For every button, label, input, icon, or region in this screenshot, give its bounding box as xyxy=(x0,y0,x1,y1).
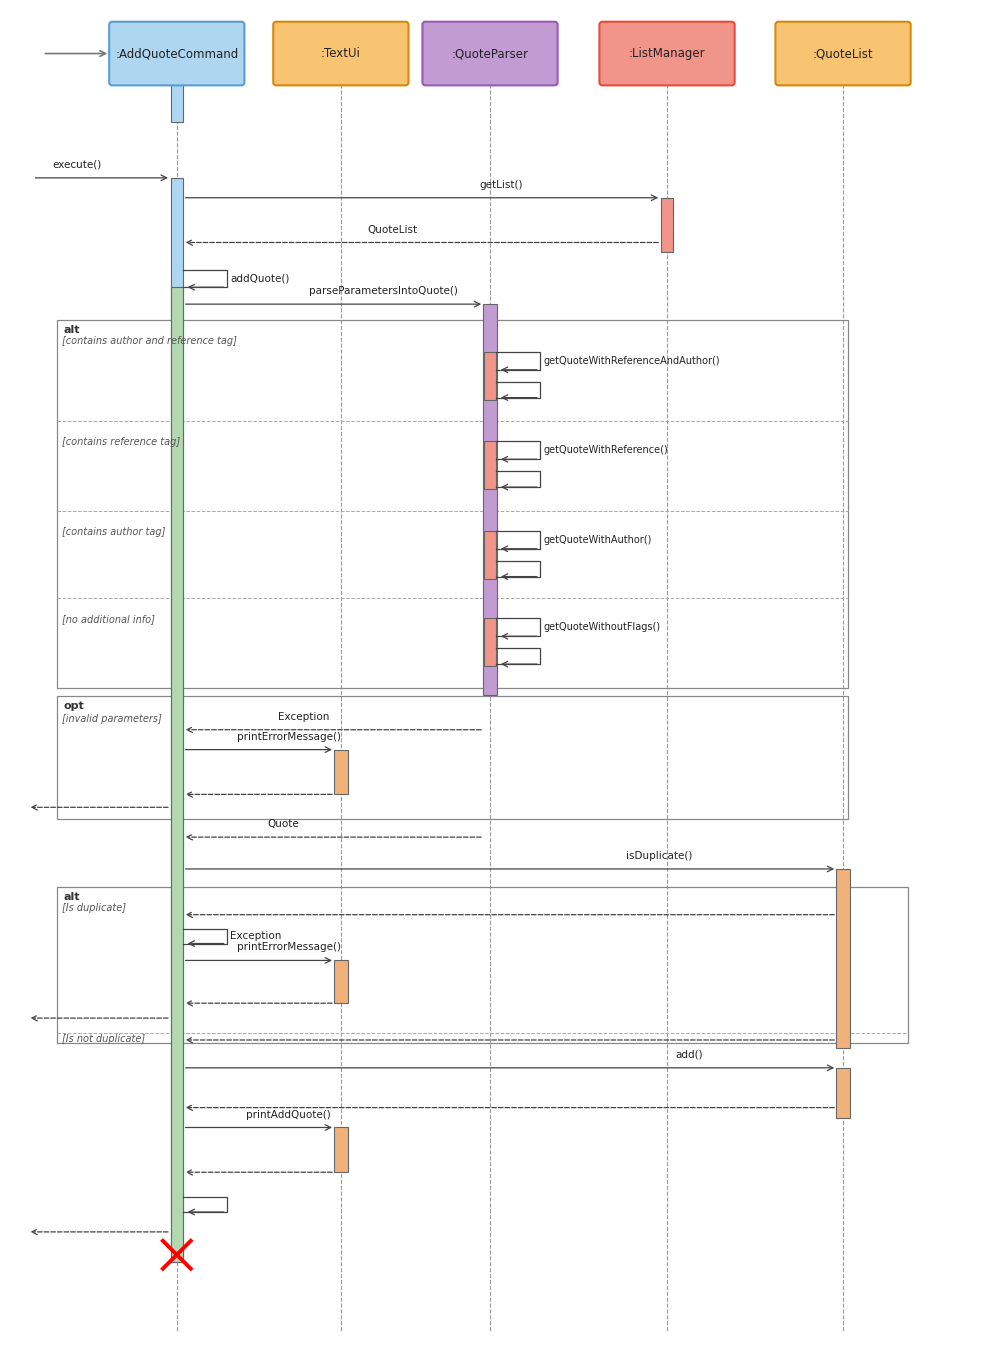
Bar xyxy=(837,870,850,1048)
Text: [contains author tag]: [contains author tag] xyxy=(62,527,165,536)
Text: [invalid parameters]: [invalid parameters] xyxy=(62,714,162,723)
Text: getQuoteWithReference(): getQuoteWithReference() xyxy=(544,445,668,456)
Bar xyxy=(57,319,848,688)
Text: [Is duplicate]: [Is duplicate] xyxy=(62,902,127,913)
Text: Quote: Quote xyxy=(268,819,300,829)
Text: getQuoteWithoutFlags(): getQuoteWithoutFlags() xyxy=(544,622,661,632)
Text: :AddQuoteCommand: :AddQuoteCommand xyxy=(115,46,239,60)
Text: [Is not duplicate]: [Is not duplicate] xyxy=(62,1035,146,1044)
Text: :ListManager: :ListManager xyxy=(629,46,705,60)
Bar xyxy=(57,696,848,819)
Text: :TextUi: :TextUi xyxy=(321,46,360,60)
FancyBboxPatch shape xyxy=(599,22,735,86)
FancyBboxPatch shape xyxy=(109,22,245,86)
Text: [contains author and reference tag]: [contains author and reference tag] xyxy=(62,336,238,345)
Text: [contains reference tag]: [contains reference tag] xyxy=(62,437,180,448)
Bar xyxy=(837,1067,850,1118)
Text: isDuplicate(): isDuplicate() xyxy=(626,850,692,861)
Text: printErrorMessage(): printErrorMessage() xyxy=(237,942,341,953)
Text: :QuoteList: :QuoteList xyxy=(813,46,873,60)
Bar xyxy=(171,82,183,121)
Bar xyxy=(334,749,347,794)
Bar xyxy=(57,887,908,1043)
Text: parseParametersIntoQuote(): parseParametersIntoQuote() xyxy=(309,287,457,296)
Text: :QuoteParser: :QuoteParser xyxy=(451,46,529,60)
Bar xyxy=(484,441,496,489)
Text: printErrorMessage(): printErrorMessage() xyxy=(237,732,341,741)
Bar xyxy=(484,531,496,579)
Text: getQuoteWithReferenceAndAuthor(): getQuoteWithReferenceAndAuthor() xyxy=(544,356,721,366)
Text: alt: alt xyxy=(63,325,80,334)
Text: Exception: Exception xyxy=(278,711,330,722)
Bar xyxy=(171,287,183,1261)
Text: getQuoteWithAuthor(): getQuoteWithAuthor() xyxy=(544,535,652,545)
Text: add(): add() xyxy=(675,1050,703,1059)
Text: printAddQuote(): printAddQuote() xyxy=(247,1110,331,1119)
Text: QuoteList: QuoteList xyxy=(367,224,417,235)
FancyBboxPatch shape xyxy=(273,22,409,86)
Bar xyxy=(484,352,496,400)
Bar xyxy=(661,198,673,253)
Text: opt: opt xyxy=(63,700,84,711)
Text: addQuote(): addQuote() xyxy=(231,274,290,284)
Bar xyxy=(484,618,496,666)
Bar xyxy=(171,177,183,1261)
Text: getList(): getList() xyxy=(480,180,523,190)
Bar xyxy=(483,304,497,695)
Text: execute(): execute() xyxy=(52,160,102,169)
Bar xyxy=(334,961,347,1003)
Text: alt: alt xyxy=(63,891,80,902)
Text: [no additional info]: [no additional info] xyxy=(62,614,155,624)
FancyBboxPatch shape xyxy=(423,22,557,86)
Text: Exception: Exception xyxy=(231,931,282,940)
Bar xyxy=(334,1127,347,1173)
FancyBboxPatch shape xyxy=(775,22,911,86)
